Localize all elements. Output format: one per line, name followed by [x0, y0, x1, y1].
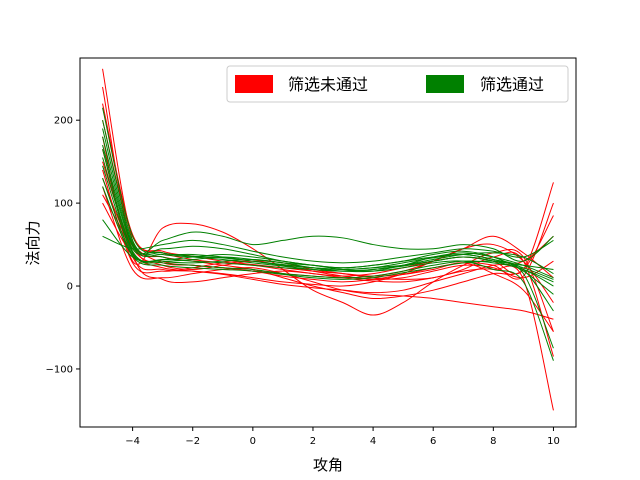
series-line-passed-19	[102, 186, 554, 280]
legend-box	[226, 65, 569, 103]
legend-label-unpassed: 筛选未通过	[288, 75, 368, 94]
plot-area-frame	[79, 57, 577, 428]
legend-swatch-unpassed	[235, 75, 273, 93]
series-line-passed-14	[102, 136, 554, 361]
y-tick-label: 200	[54, 116, 73, 127]
x-tick-label: 4	[370, 436, 376, 447]
x-tick-label: 0	[250, 436, 256, 447]
x-tick-label: −4	[125, 436, 140, 447]
series-lines	[102, 68, 554, 411]
y-axis-label: 法向力	[24, 220, 42, 265]
series-line-passed-21	[102, 235, 554, 264]
y-tick-label: 100	[54, 199, 73, 210]
legend: 筛选未通过 筛选通过	[226, 65, 569, 103]
x-tick-label: 2	[310, 436, 316, 447]
series-line-unpassed-5	[102, 178, 554, 357]
x-axis-ticks: −4 −2 0 2 4 6 8 10	[125, 427, 560, 447]
series-line-passed-22	[102, 144, 554, 349]
x-axis-label: 攻角	[313, 456, 343, 474]
series-line-passed-23	[102, 128, 554, 280]
x-tick-label: −2	[185, 436, 200, 447]
legend-label-passed: 筛选通过	[480, 75, 544, 94]
y-tick-label: −100	[46, 364, 73, 375]
x-tick-label: 8	[490, 436, 496, 447]
x-tick-label: 10	[547, 436, 560, 447]
series-line-unpassed-11	[102, 169, 554, 280]
legend-swatch-passed	[426, 75, 464, 93]
y-tick-label: 0	[67, 282, 73, 293]
x-tick-label: 6	[430, 436, 436, 447]
series-line-passed-15	[102, 149, 554, 262]
y-axis-ticks: −100 0 100 200	[46, 116, 80, 375]
